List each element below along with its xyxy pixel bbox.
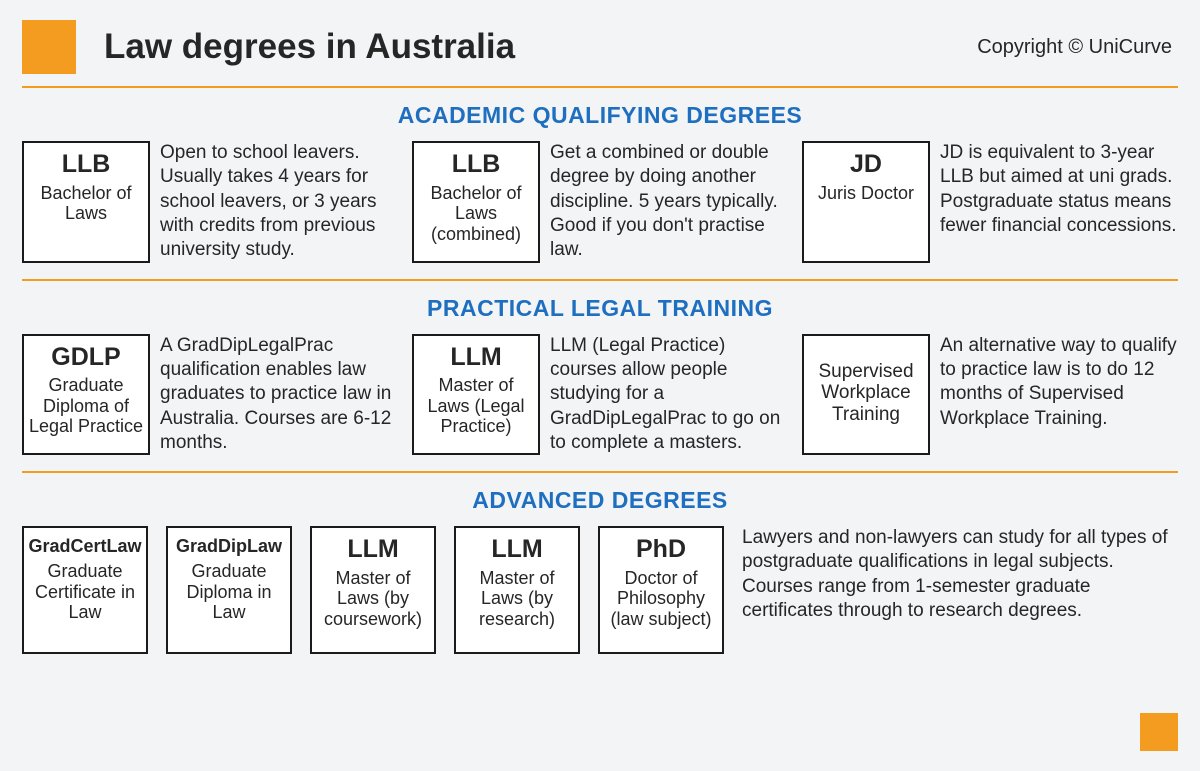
degree-name: Supervised Workplace Training xyxy=(808,361,924,427)
degree-desc: LLM (Legal Practice) courses allow peopl… xyxy=(550,334,788,456)
header-left: Law degrees in Australia xyxy=(22,20,515,74)
degree-abbr: LLM xyxy=(450,344,501,372)
degree-name: Master of Laws (Legal Practice) xyxy=(418,375,534,437)
degree-desc: JD is equivalent to 3-year LLB but aimed… xyxy=(940,141,1178,263)
degree-abbr: PhD xyxy=(636,536,686,564)
degree-box-llm-coursework: LLM Master of Laws (by coursework) xyxy=(310,526,436,654)
degree-abbr: GradCertLaw xyxy=(28,536,141,557)
degree-name: Graduate Diploma of Legal Practice xyxy=(28,375,144,437)
degree-abbr: GDLP xyxy=(51,344,120,372)
logo-square xyxy=(22,20,76,74)
degree-abbr: JD xyxy=(850,151,882,179)
degree-box-swt: Supervised Workplace Training xyxy=(802,334,930,456)
degree-cell: LLM Master of Laws (Legal Practice) LLM … xyxy=(412,334,788,456)
degree-name: Bachelor of Laws xyxy=(28,183,144,224)
degree-abbr: LLM xyxy=(491,536,542,564)
degree-desc: An alternative way to qualify to practic… xyxy=(940,334,1178,456)
degree-desc: A GradDipLegalPrac qualification enables… xyxy=(160,334,398,456)
page-title: Law degrees in Australia xyxy=(104,27,515,67)
copyright-text: Copyright © UniCurve xyxy=(977,36,1178,59)
degree-box-phd: PhD Doctor of Philosophy (law subject) xyxy=(598,526,724,654)
divider xyxy=(22,279,1178,281)
degree-name: Graduate Certificate in Law xyxy=(28,561,142,623)
degree-box-jd: JD Juris Doctor xyxy=(802,141,930,263)
degree-box-llb: LLB Bachelor of Laws xyxy=(22,141,150,263)
section-title-academic: ACADEMIC QUALIFYING DEGREES xyxy=(22,102,1178,129)
degree-cell: GDLP Graduate Diploma of Legal Practice … xyxy=(22,334,398,456)
footer-square xyxy=(1140,713,1178,751)
section-title-advanced: ADVANCED DEGREES xyxy=(22,487,1178,514)
degree-box-llm-practice: LLM Master of Laws (Legal Practice) xyxy=(412,334,540,456)
degree-name: Graduate Diploma in Law xyxy=(172,561,286,623)
divider xyxy=(22,471,1178,473)
row-practical: GDLP Graduate Diploma of Legal Practice … xyxy=(22,334,1178,456)
degree-abbr: LLM xyxy=(347,536,398,564)
degree-name: Master of Laws (by coursework) xyxy=(316,568,430,630)
divider xyxy=(22,86,1178,88)
degree-name: Master of Laws (by research) xyxy=(460,568,574,630)
row-advanced: GradCertLaw Graduate Certificate in Law … xyxy=(22,526,1178,654)
degree-abbr: LLB xyxy=(452,151,501,179)
degree-abbr: LLB xyxy=(62,151,111,179)
advanced-desc: Lawyers and non-lawyers can study for al… xyxy=(742,526,1178,654)
degree-name: Doctor of Philosophy (law subject) xyxy=(604,568,718,630)
degree-desc: Get a combined or double degree by doing… xyxy=(550,141,788,263)
degree-box-gradcertlaw: GradCertLaw Graduate Certificate in Law xyxy=(22,526,148,654)
degree-cell: LLB Bachelor of Laws Open to school leav… xyxy=(22,141,398,263)
degree-cell: LLB Bachelor of Laws (combined) Get a co… xyxy=(412,141,788,263)
degree-name: Juris Doctor xyxy=(818,183,914,204)
degree-box-llm-research: LLM Master of Laws (by research) xyxy=(454,526,580,654)
degree-cell: Supervised Workplace Training An alterna… xyxy=(802,334,1178,456)
page: Law degrees in Australia Copyright © Uni… xyxy=(0,0,1200,771)
degree-abbr: GradDipLaw xyxy=(176,536,282,557)
degree-name: Bachelor of Laws (combined) xyxy=(418,183,534,245)
degree-box-graddiplaw: GradDipLaw Graduate Diploma in Law xyxy=(166,526,292,654)
degree-desc: Open to school leavers. Usually takes 4 … xyxy=(160,141,398,263)
section-title-practical: PRACTICAL LEGAL TRAINING xyxy=(22,295,1178,322)
header: Law degrees in Australia Copyright © Uni… xyxy=(22,20,1178,86)
degree-box-gdlp: GDLP Graduate Diploma of Legal Practice xyxy=(22,334,150,456)
degree-cell: JD Juris Doctor JD is equivalent to 3-ye… xyxy=(802,141,1178,263)
degree-box-llb-combined: LLB Bachelor of Laws (combined) xyxy=(412,141,540,263)
row-academic: LLB Bachelor of Laws Open to school leav… xyxy=(22,141,1178,263)
